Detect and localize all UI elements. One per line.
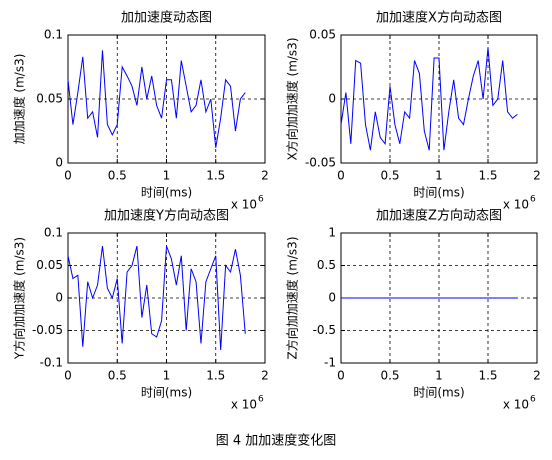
- y-tick-label: 0.05: [309, 28, 336, 42]
- x-scale-power: 6: [258, 195, 264, 205]
- data-line: [67, 245, 246, 351]
- y-axis-label: Z方向加加速度 (m/s3): [285, 236, 300, 359]
- chart-title: 加加速度Y方向动态图: [104, 208, 229, 224]
- x-axis-label: 时间(ms): [413, 186, 464, 200]
- x-axis-label: 时间(ms): [141, 386, 192, 400]
- y-tick-label: 0: [328, 291, 336, 305]
- x-axis-label: 时间(ms): [413, 386, 464, 400]
- x-tick-label: 0: [337, 369, 345, 383]
- y-tick-label: 0: [55, 156, 63, 170]
- y-tick-label: 0.1: [44, 226, 63, 240]
- y-axis-label: X方向加加速度 (m/s3): [285, 37, 300, 160]
- x-tick-label: 2: [533, 369, 541, 383]
- x-scale-label: x 10: [231, 198, 257, 212]
- x-tick-label: 0: [64, 169, 72, 183]
- x-tick-label: 0.5: [380, 369, 399, 383]
- y-tick-label: 1: [328, 226, 336, 240]
- x-tick-label: 0: [337, 169, 345, 183]
- y-tick-label: -0.5: [313, 323, 336, 337]
- y-tick-label: -0.05: [305, 156, 336, 170]
- x-tick-label: 1: [163, 169, 171, 183]
- y-tick-label: -0.05: [32, 323, 63, 337]
- x-tick-label: 0: [64, 369, 72, 383]
- x-axis-label: 时间(ms): [141, 186, 192, 200]
- x-tick-label: 1: [163, 369, 171, 383]
- figure-caption: 图 4 加加速度变化图: [216, 433, 337, 449]
- x-tick-label: 2: [261, 169, 269, 183]
- x-tick-label: 1: [435, 169, 443, 183]
- x-tick-label: 2: [533, 169, 541, 183]
- x-tick-label: 1.5: [206, 169, 225, 183]
- x-tick-label: 1.5: [478, 369, 497, 383]
- axes-frame: [340, 34, 538, 164]
- x-tick-label: 2: [261, 369, 269, 383]
- y-axis-label: Y方向加加速度 (m/s3): [12, 237, 27, 360]
- chart-title: 加加速度Z方向动态图: [376, 208, 502, 224]
- x-tick-label: 1: [435, 369, 443, 383]
- x-scale-label: x 10: [231, 398, 257, 412]
- x-tick-label: 1.5: [478, 169, 497, 183]
- x-scale-power: 6: [258, 395, 264, 405]
- y-tick-label: 0.05: [36, 92, 63, 106]
- x-tick-label: 0.5: [108, 169, 127, 183]
- y-axis-label: 加加速度 (m/s3): [12, 54, 27, 145]
- data-line: [340, 47, 518, 151]
- x-tick-label: 0.5: [380, 169, 399, 183]
- axes-frame: [67, 232, 266, 364]
- y-tick-label: -0.1: [40, 356, 63, 370]
- y-tick-label: -1: [324, 356, 336, 370]
- x-tick-label: 0.5: [108, 369, 127, 383]
- y-tick-label: 0.1: [44, 28, 63, 42]
- y-tick-label: 0: [328, 92, 336, 106]
- y-tick-label: 0.05: [36, 258, 63, 272]
- data-line: [67, 50, 246, 148]
- chart-title: 加加速度动态图: [121, 10, 212, 26]
- x-scale-power: 6: [530, 395, 536, 405]
- x-tick-label: 1.5: [206, 369, 225, 383]
- x-scale-label: x 10: [503, 398, 529, 412]
- y-tick-label: 0.5: [317, 258, 336, 272]
- x-scale-power: 6: [530, 195, 536, 205]
- y-tick-label: 0: [55, 291, 63, 305]
- x-scale-label: x 10: [503, 198, 529, 212]
- chart-title: 加加速度X方向动态图: [376, 10, 502, 26]
- axes-frame: [67, 34, 266, 164]
